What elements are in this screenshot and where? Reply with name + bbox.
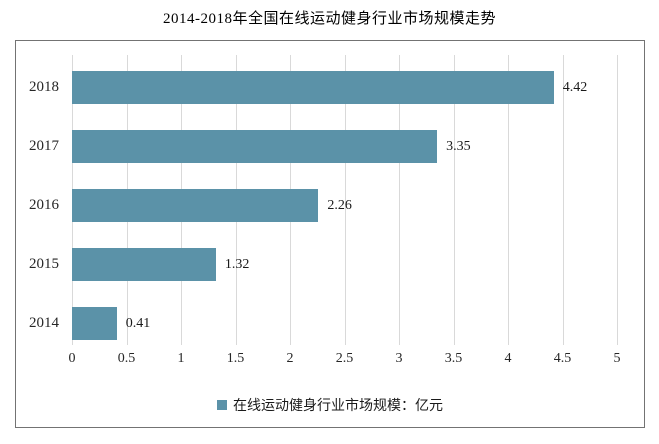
plot-frame: 2018 4.42 2017 3.35 2016 2.26 2015 1.32 2014 0.41…	[15, 40, 645, 428]
x-axis: 0 0.5 1 1.5 2 2.5 3 3.5 4 4.5 5	[16, 41, 644, 427]
category-label: 2014	[29, 315, 59, 331]
chart-title: 2014-2018年全国在线运动健身行业市场规模走势	[163, 11, 496, 27]
gridline	[453, 55, 455, 345]
bar	[72, 307, 117, 340]
bar-layer: 2018 4.42 2017 3.35 2016 2.26 2015 1.32 2014 0.41	[16, 41, 644, 427]
x-tick-label: 1.5	[226, 351, 245, 366]
x-tick-label: 3	[395, 351, 403, 366]
category-label: 2016	[29, 197, 59, 213]
gridline	[399, 55, 400, 345]
legend: 在线运动健身行业市场规模：亿元	[16, 395, 644, 415]
x-tick-label: 4	[504, 351, 512, 366]
category-label: 2018	[29, 79, 59, 95]
value-label: 0.41	[125, 316, 151, 331]
value-label: 1.32	[224, 257, 250, 272]
legend-square-icon	[217, 400, 227, 410]
gridline	[562, 55, 564, 345]
value-label: 3.35	[446, 139, 471, 154]
x-tick-label: 2	[286, 351, 294, 366]
x-tick-label: 2.5	[335, 351, 354, 366]
x-tick-label: 3.5	[444, 351, 463, 366]
x-tick-label: 4.5	[553, 351, 572, 366]
legend-label: 在线运动健身行业市场规模：亿元	[233, 399, 443, 414]
bar	[72, 189, 318, 222]
category-label: 2017	[29, 138, 59, 154]
gridline	[617, 55, 618, 345]
gridline	[344, 55, 346, 345]
bar	[72, 130, 437, 163]
value-label: 4.42	[562, 80, 588, 95]
value-label: 2.26	[327, 198, 352, 213]
bar	[72, 248, 216, 281]
x-tick-label: 1	[177, 351, 185, 366]
x-tick-label: 0.5	[117, 351, 136, 366]
category-label: 2015	[29, 256, 59, 272]
gridline	[508, 55, 509, 345]
x-tick-label: 0	[68, 351, 76, 366]
x-tick-label: 5	[613, 351, 621, 366]
bar	[72, 71, 554, 104]
